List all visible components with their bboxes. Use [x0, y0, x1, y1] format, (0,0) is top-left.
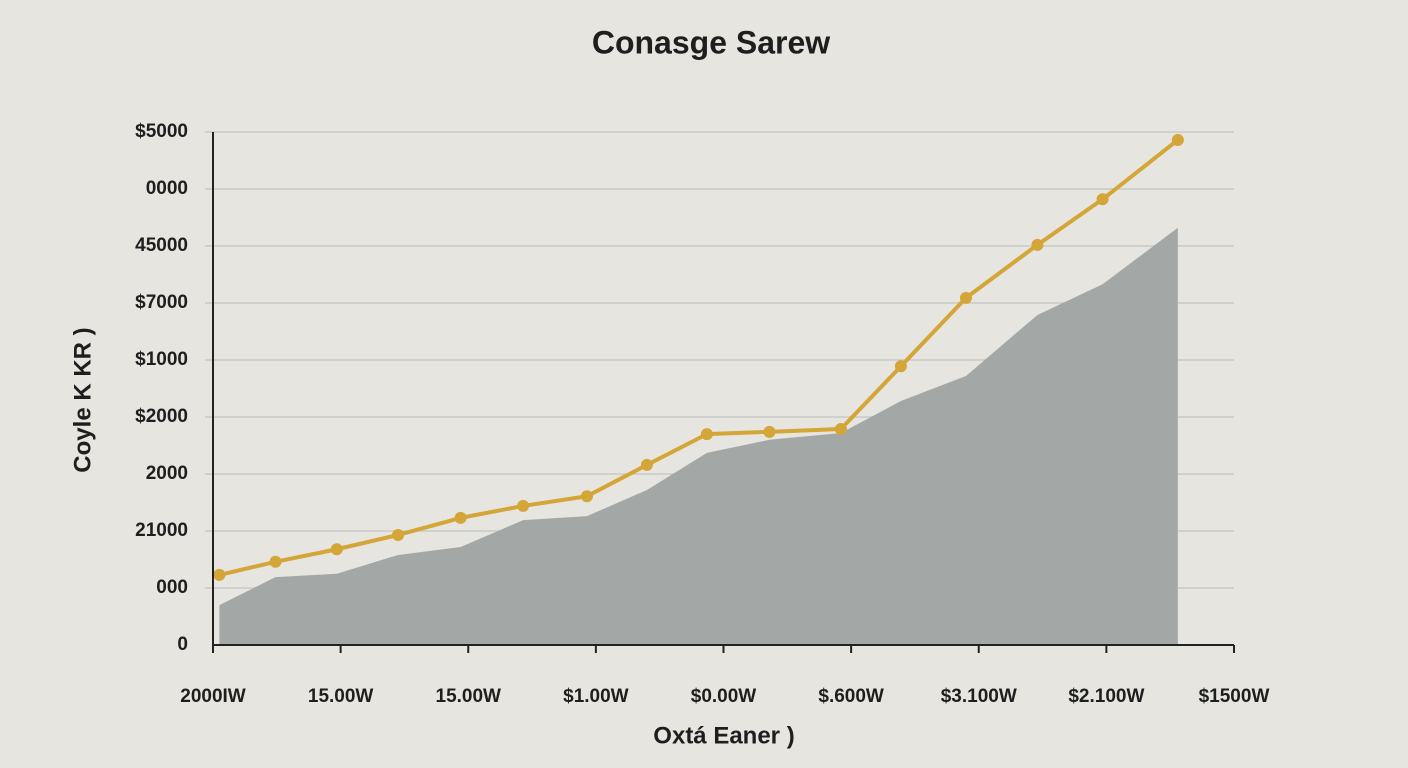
y-tick-label: 000 [156, 577, 188, 598]
y-tick-label: $2000 [135, 406, 188, 427]
point [1171, 133, 1184, 146]
chart-title: Conasge Sarew [592, 24, 830, 60]
point [454, 511, 467, 524]
y-tick-label: $7000 [135, 292, 188, 313]
x-tick-label: 2000IW [180, 686, 246, 707]
x-tick-label: $.600W [818, 686, 884, 707]
y-tick-label: 0 [177, 634, 188, 655]
x-tick-label: 15.00W [308, 686, 374, 707]
x-tick-label: 15.00W [436, 686, 502, 707]
point [1096, 193, 1109, 206]
point [269, 555, 282, 568]
x-tick-label: $0.00W [691, 686, 757, 707]
y-tick-label: $1000 [135, 349, 188, 370]
point [763, 425, 776, 438]
point [959, 291, 972, 304]
x-tick-label: $2.100W [1068, 686, 1144, 707]
point [580, 490, 593, 503]
point [517, 499, 530, 512]
y-tick-label: 45000 [135, 235, 188, 256]
x-tick-label: $3.100W [941, 686, 1017, 707]
point [700, 428, 713, 441]
point [834, 422, 847, 435]
y-tick-label: 0000 [146, 178, 188, 199]
area [219, 227, 1178, 645]
x-tick-label: $1500W [1199, 686, 1270, 707]
point [640, 458, 653, 471]
point [392, 528, 405, 541]
y-tick-label: $5000 [135, 121, 188, 142]
point [894, 360, 907, 373]
y-tick-label: 21000 [135, 520, 188, 541]
y-tick-label: 2000 [146, 463, 188, 484]
point [213, 568, 226, 581]
line [218, 138, 1180, 577]
y-axis-label: Coyle K KR ) [69, 327, 96, 472]
point [1031, 238, 1044, 251]
point [330, 543, 343, 556]
x-axis-label: Oxtá Eaner ) [653, 722, 794, 749]
x-tick-label: $1.00W [563, 686, 629, 707]
